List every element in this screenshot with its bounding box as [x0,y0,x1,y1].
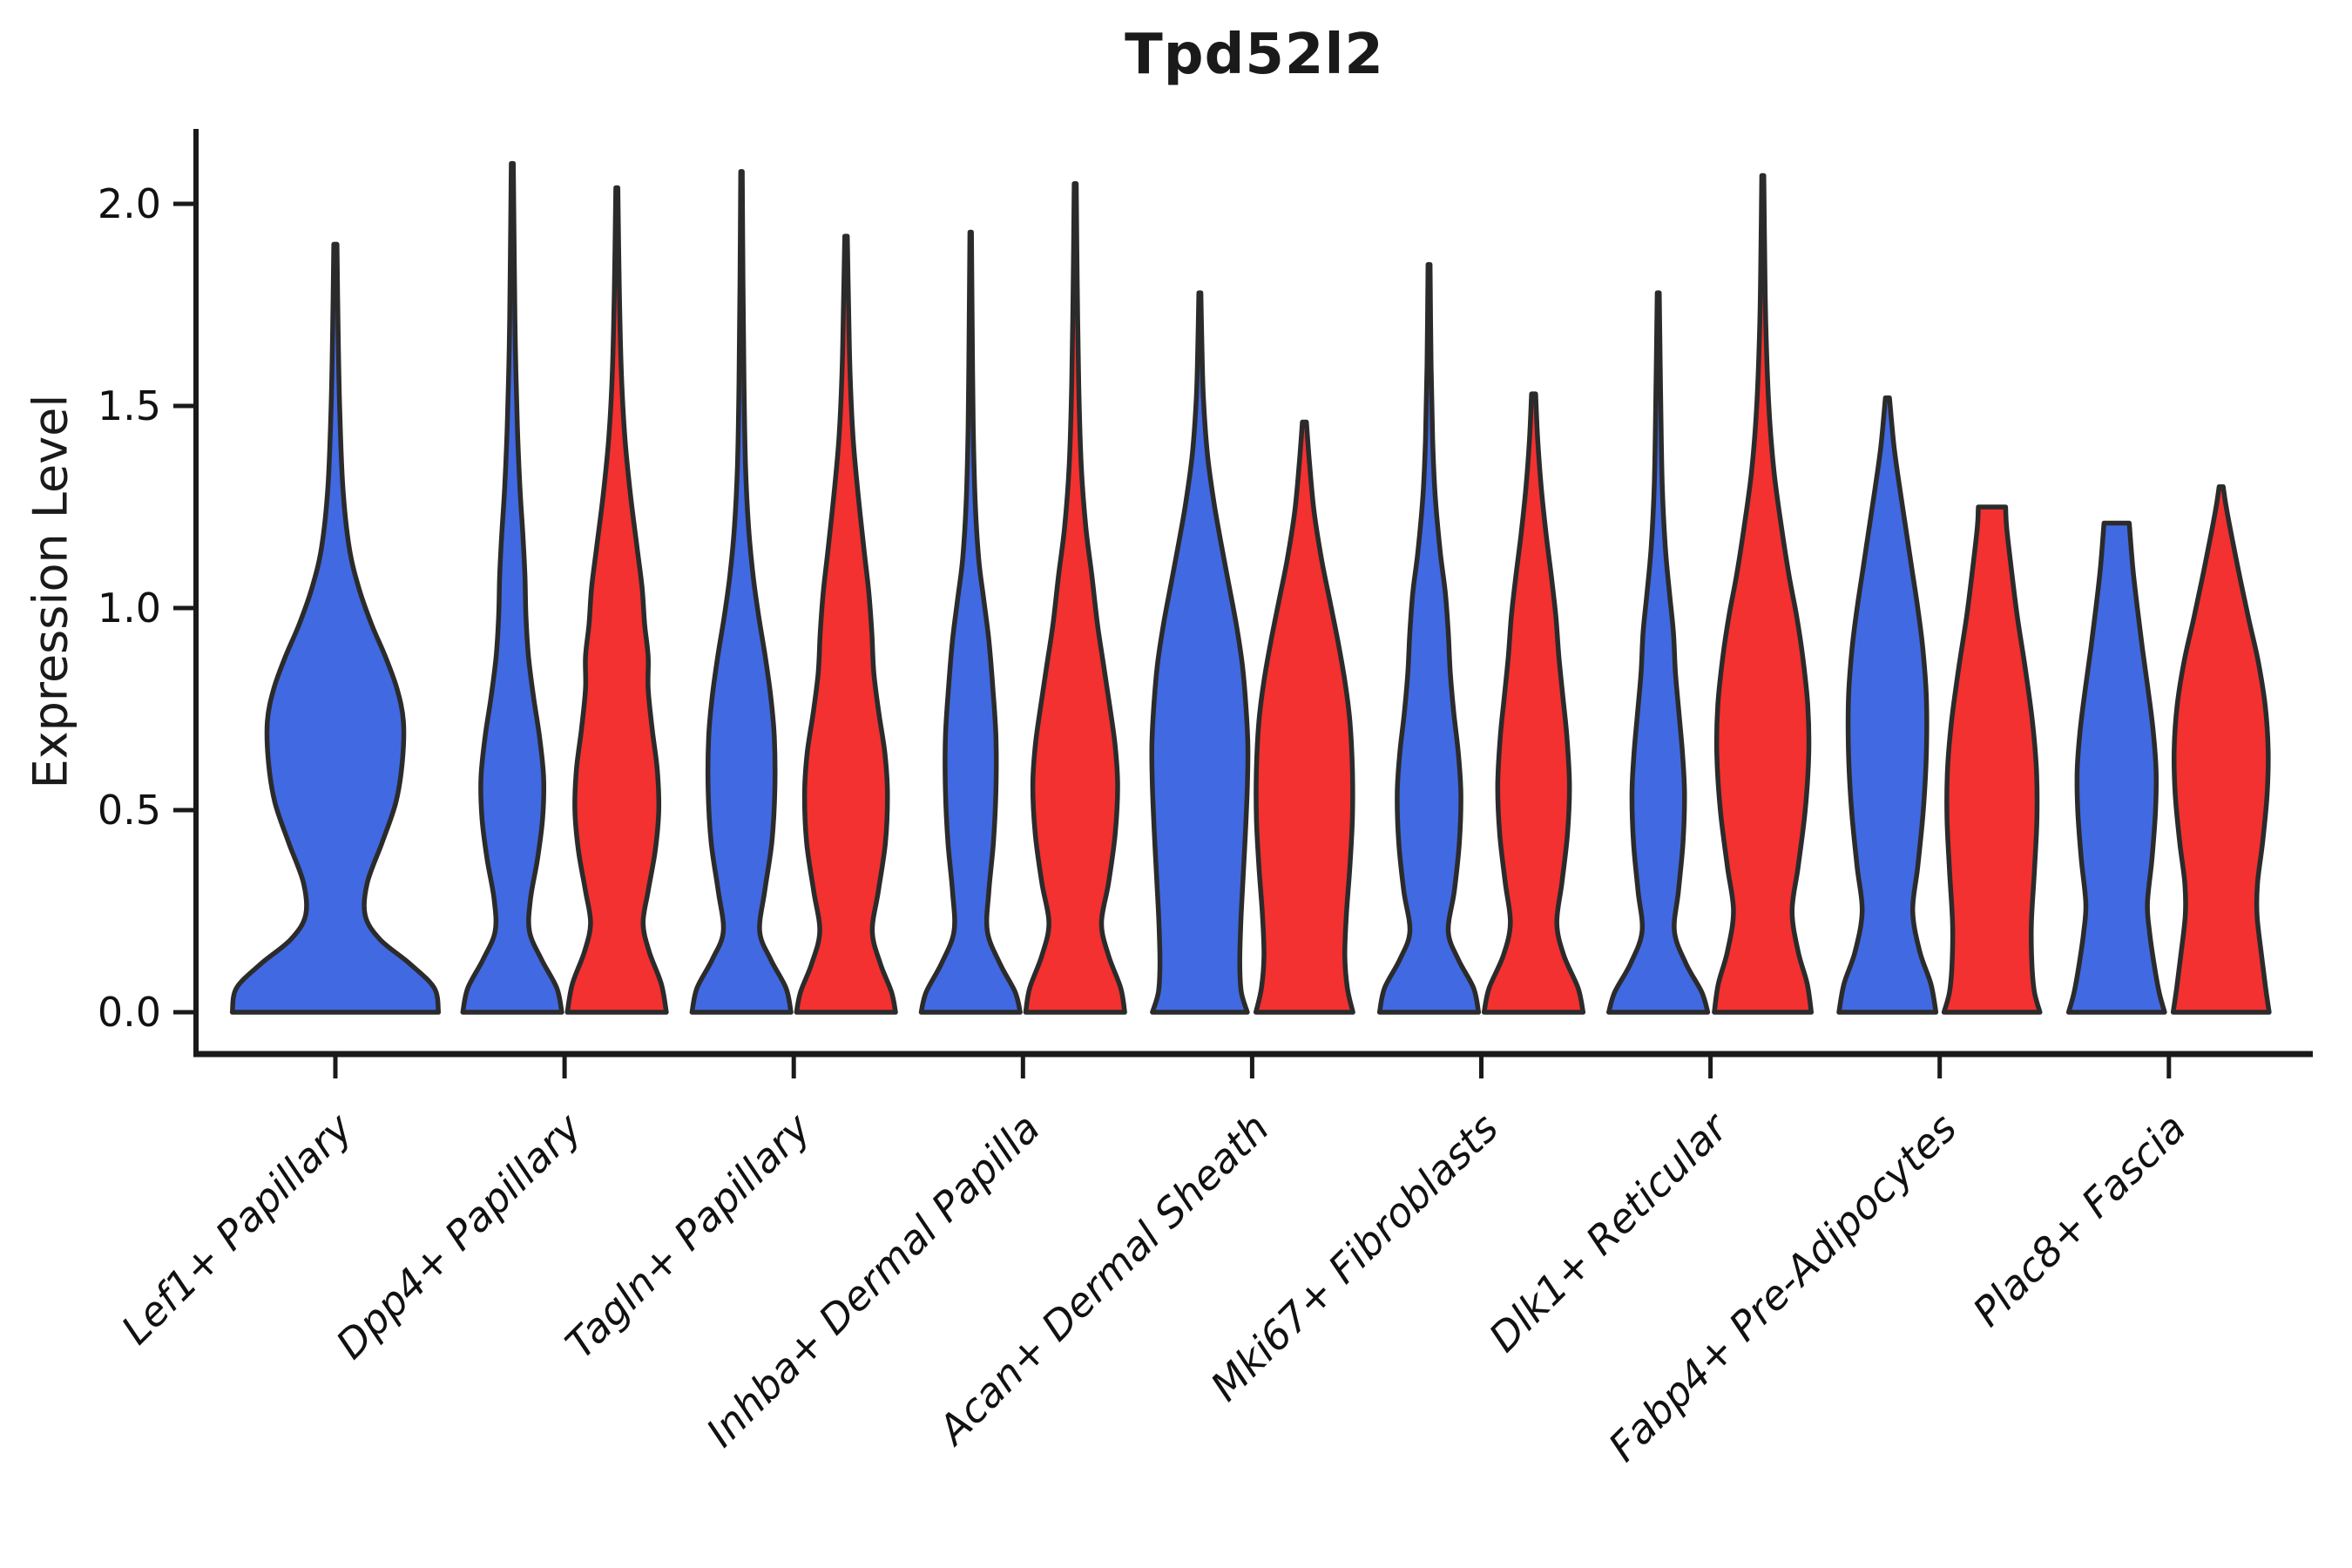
violin-red [1941,504,2043,1015]
violin-red [1023,181,1127,1015]
y-axis-label: Expression Level [23,394,78,789]
x-tick-label: Tagln+ Papillary [557,1104,821,1368]
violin-blue [1149,290,1251,1015]
violin-blue [1376,261,1482,1015]
y-tick-label: 0.0 [98,989,161,1036]
violin-blue [1606,290,1711,1015]
y-tick-label: 1.0 [98,585,161,632]
x-tick-label: Dlk1+ Reticular [1480,1102,1739,1361]
y-tick-label: 1.5 [98,382,161,429]
violin-blue [689,169,794,1015]
x-tick-label: Dpp4+ Papillary [327,1104,591,1368]
x-tick-label: Plac8+ Fascia [1963,1105,2194,1335]
y-tick-label: 2.0 [98,180,161,227]
violin-red [1481,391,1586,1015]
violin-blue [918,229,1023,1015]
y-tick-label: 0.5 [98,787,161,834]
violin-blue [1836,395,1939,1015]
violin-red [564,185,669,1015]
violin-blue [2065,520,2167,1015]
violin-red [1253,419,1355,1015]
violin-red [1712,172,1815,1015]
violin-red [794,233,898,1015]
violin-blue [229,241,442,1015]
violin-red [2170,484,2272,1015]
violin-blue [460,160,564,1015]
x-tick-label: Lef1+ Papillary [112,1104,362,1353]
chart-title: Tpd52l2 [1125,23,1384,87]
